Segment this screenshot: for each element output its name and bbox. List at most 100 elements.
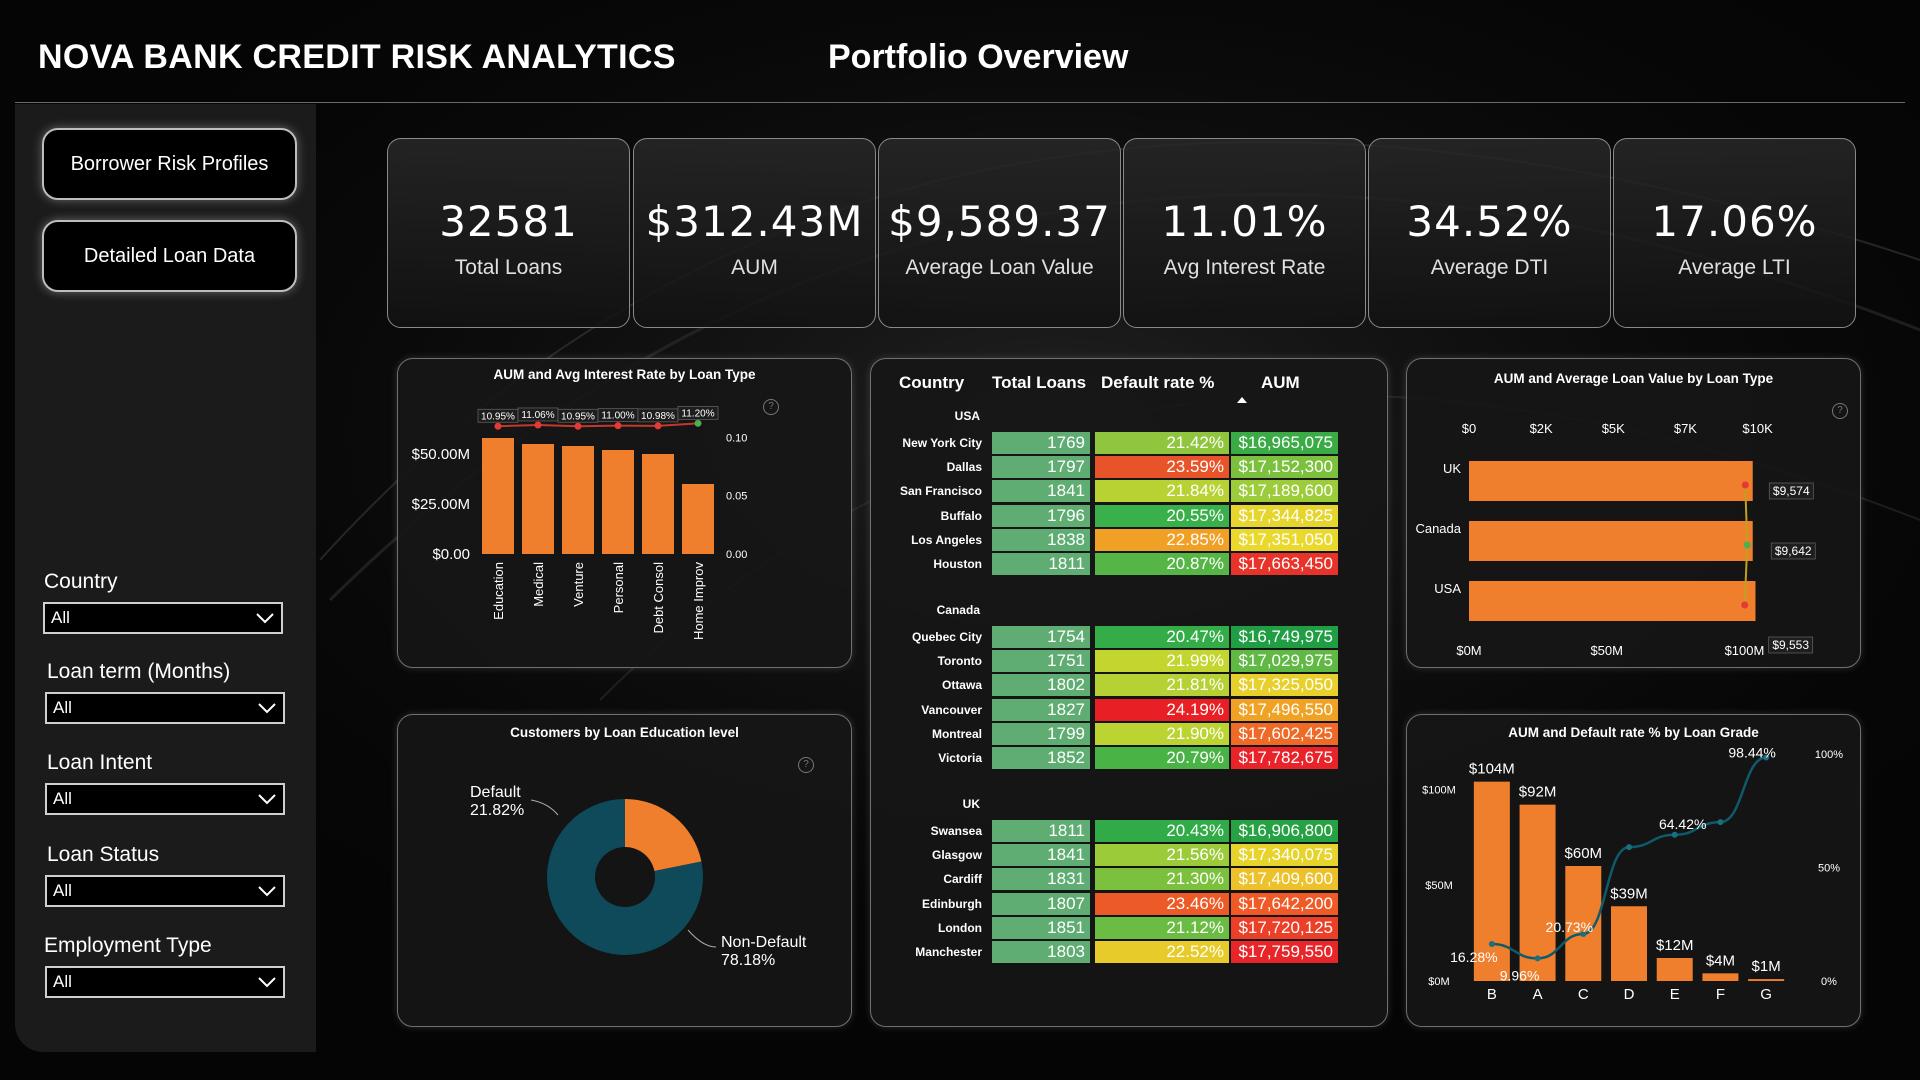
help-icon[interactable]: ? [798, 757, 814, 773]
table-cell-default-rate: 21.84% [1095, 480, 1229, 503]
y-tick-label: $25.00M [412, 496, 470, 513]
aum-bar [1656, 958, 1693, 981]
table-cell-default-rate: 20.79% [1095, 747, 1229, 769]
table-cell-city: Dallas [946, 460, 982, 475]
aum-avg-value-chart-panel: AUM and Average Loan Value by Loan Type … [1406, 358, 1861, 668]
table-cell-default-rate: 21.30% [1095, 868, 1229, 891]
kpi-value: 32581 [439, 197, 578, 246]
avg-value-point [1743, 541, 1751, 549]
table-cell-aum: $17,663,450 [1231, 553, 1338, 575]
filter-loan-term-value: All [53, 698, 72, 717]
table-cell-aum: $16,906,800 [1231, 820, 1338, 842]
top-tick-label: $5K [1602, 421, 1625, 436]
table-cell-total-loans: 1797 [992, 456, 1090, 479]
sort-ascending-icon[interactable] [1236, 396, 1248, 404]
table-cell-city: San Francisco [899, 484, 982, 499]
table-cell-city: Glasgow [931, 848, 982, 863]
table-cell-city: Edinburgh [922, 896, 982, 911]
x-tick-label: G [1760, 986, 1772, 1003]
table-cell-default-rate: 21.56% [1095, 844, 1229, 867]
detailed-loan-data-button[interactable]: Detailed Loan Data [42, 220, 297, 292]
value-label-box [1770, 542, 1816, 560]
filter-country-value: All [51, 608, 70, 627]
y2-tick-label: 0.10 [726, 432, 747, 444]
table-cell-aum: $17,642,200 [1231, 892, 1338, 915]
interest-rate-point [694, 419, 702, 427]
y2-tick-label: 100% [1815, 749, 1843, 761]
table-group-usa[interactable]: USA [954, 409, 980, 423]
table-cell-city: Houston [933, 557, 982, 571]
y-tick-label: $0.00 [432, 546, 470, 563]
table-cell-aum: $17,340,075 [1231, 844, 1338, 867]
interest-rate-point [534, 421, 542, 429]
aum-data-label: $104M [1469, 761, 1515, 778]
chart-title: Customers by Loan Education level [510, 725, 739, 740]
table-cell-total-loans: 1769 [992, 432, 1090, 454]
loan-type-chart: $50.00M $25.00M $0.00 0.10 0.05 0.00 Education… [412, 405, 747, 640]
y2-tick-label: 0.00 [726, 549, 747, 561]
help-icon[interactable]: ? [763, 399, 779, 415]
value-label-box [1768, 636, 1814, 654]
table-header-default-rate[interactable]: Default rate % [1101, 373, 1215, 392]
table-header-total-loans[interactable]: Total Loans [992, 373, 1087, 392]
table-cell-total-loans: 1754 [992, 626, 1090, 648]
donut-slice-default [625, 799, 702, 872]
default-rate-label: 98.44% [1728, 745, 1775, 761]
default-rate-point [1671, 831, 1678, 838]
table-header-aum[interactable]: AUM [1261, 373, 1300, 392]
table-cell-city: Montreal [931, 726, 982, 741]
page-title: Portfolio Overview [828, 38, 1129, 76]
table-group-canada[interactable]: Canada [936, 603, 980, 617]
header-divider [15, 102, 1905, 103]
kpi-value: $312.43M [645, 197, 864, 246]
x-tick-label: Education [491, 562, 506, 620]
y-tick-label: $100M [1422, 784, 1456, 796]
table-cell-aum: $17,325,050 [1231, 674, 1338, 697]
chevron-down-icon [258, 977, 276, 988]
table-cell-total-loans: 1831 [992, 868, 1090, 891]
table-header-country[interactable]: Country [899, 373, 965, 392]
top-tick-label: $7K [1674, 421, 1697, 436]
filter-loan-intent-value: All [53, 789, 72, 808]
filter-employment-type-select[interactable]: All [45, 966, 285, 998]
table-cell-total-loans: 1799 [992, 722, 1090, 745]
filter-loan-term-select[interactable]: All [45, 692, 285, 724]
kpi-avg-interest-rate: 11.01% Avg Interest Rate [1123, 138, 1366, 328]
borrower-risk-profiles-button[interactable]: Borrower Risk Profiles [42, 128, 297, 200]
kpi-average-lti: 17.06% Average LTI [1613, 138, 1856, 328]
default-rate-label: 64.42% [1659, 816, 1706, 832]
aum-bar [1469, 521, 1753, 561]
filter-country-select[interactable]: All [43, 602, 283, 634]
aum-bar [1519, 804, 1556, 981]
loan-type-chart-panel: AUM and Avg Interest Rate by Loan Type ?… [397, 358, 852, 668]
grade-chart-panel: AUM and Default rate % by Loan Grade $10… [1406, 714, 1861, 1027]
aum-data-label: $1M [1752, 958, 1781, 975]
avg-value-label: $9,642 [1775, 544, 1812, 558]
table-cell-city: Ottawa [941, 678, 982, 693]
y2-tick-label: 0% [1821, 976, 1837, 988]
table-group-uk[interactable]: UK [962, 797, 980, 811]
filter-employment-type-label: Employment Type [44, 934, 212, 957]
table-cell-default-rate: 20.47% [1095, 626, 1229, 648]
top-tick-label: $10K [1742, 421, 1773, 436]
rate-data-label: 11.00% [601, 411, 634, 422]
filter-loan-status-select[interactable]: All [45, 875, 285, 907]
help-icon[interactable]: ? [1832, 403, 1848, 419]
chevron-down-icon [258, 703, 276, 714]
default-rate-point [1534, 955, 1541, 962]
chart-title: AUM and Avg Interest Rate by Loan Type [493, 367, 756, 382]
table-cell-aum: $16,965,075 [1231, 432, 1338, 454]
table-cell-default-rate: 20.43% [1095, 820, 1229, 842]
table-cell-default-rate: 23.59% [1095, 456, 1229, 479]
x-tick-label: E [1670, 986, 1680, 1003]
chart-title: AUM and Average Loan Value by Loan Type [1493, 371, 1774, 386]
aum-bar [562, 446, 594, 554]
x-tick-label: Personal [611, 562, 626, 613]
table-cell-total-loans: 1803 [992, 941, 1090, 963]
filter-loan-intent-select[interactable]: All [45, 783, 285, 815]
filter-loan-status-label: Loan Status [47, 843, 160, 866]
kpi-value: $9,589.37 [888, 197, 1111, 246]
table-cell-city: Cardiff [943, 872, 982, 887]
rate-data-label: 11.20% [681, 408, 714, 419]
y-tick-label: $50M [1425, 880, 1453, 892]
